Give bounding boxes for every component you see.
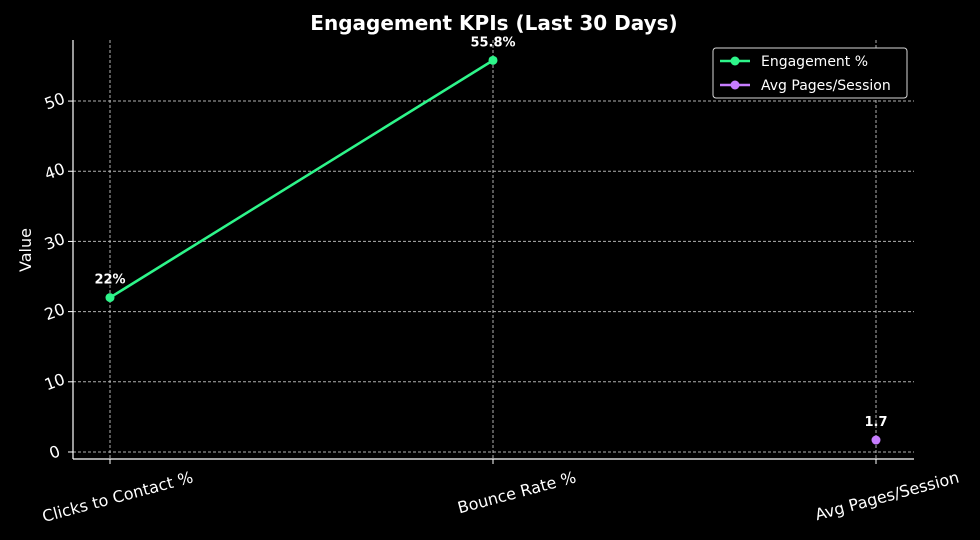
data-point-engagement — [488, 55, 498, 65]
x-tick-label-clicks-to-contact: Clicks to Contact % — [40, 468, 195, 527]
y-tick-label: 20 — [42, 299, 68, 324]
legend-swatch-marker — [730, 56, 740, 66]
y-tick-label: 30 — [42, 229, 68, 254]
y-axis-label: Value — [16, 228, 35, 272]
series: 22% 55.8% 1.7 — [94, 35, 888, 445]
data-label: 22% — [94, 273, 125, 288]
y-tick-label: 50 — [42, 89, 68, 114]
x-tick-label-bounce-rate: Bounce Rate % — [456, 468, 579, 518]
y-tick-labels: 0 10 20 30 40 50 — [42, 89, 68, 463]
legend-item-engagement: Engagement % — [720, 54, 868, 70]
series-avg-pages-session: 1.7 — [864, 415, 888, 445]
x-tick-label-avg-pages-session: Avg Pages/Session — [813, 468, 961, 525]
legend-item-avg-pages-session: Avg Pages/Session — [720, 78, 891, 94]
y-tick-label: 10 — [42, 369, 68, 394]
series-engagement: 22% 55.8% — [94, 35, 516, 303]
y-tick-label: 40 — [42, 159, 68, 184]
legend-label: Avg Pages/Session — [761, 78, 891, 94]
data-label: 1.7 — [864, 415, 887, 430]
series-line-engagement — [109, 59, 494, 299]
data-label: 55.8% — [470, 35, 515, 50]
legend-label: Engagement % — [761, 54, 868, 70]
chart-title: Engagement KPIs (Last 30 Days) — [310, 11, 677, 35]
data-point-engagement — [105, 293, 115, 303]
legend-box — [712, 47, 908, 99]
grid — [73, 40, 914, 459]
legend: Engagement % Avg Pages/Session — [712, 47, 908, 99]
x-tick-labels: Clicks to Contact % Bounce Rate % Avg Page… — [40, 468, 961, 527]
y-tick-label: 0 — [47, 441, 63, 462]
axes — [68, 40, 914, 464]
data-point-avg-pages-session — [871, 435, 881, 445]
legend-swatch-marker — [730, 80, 740, 90]
